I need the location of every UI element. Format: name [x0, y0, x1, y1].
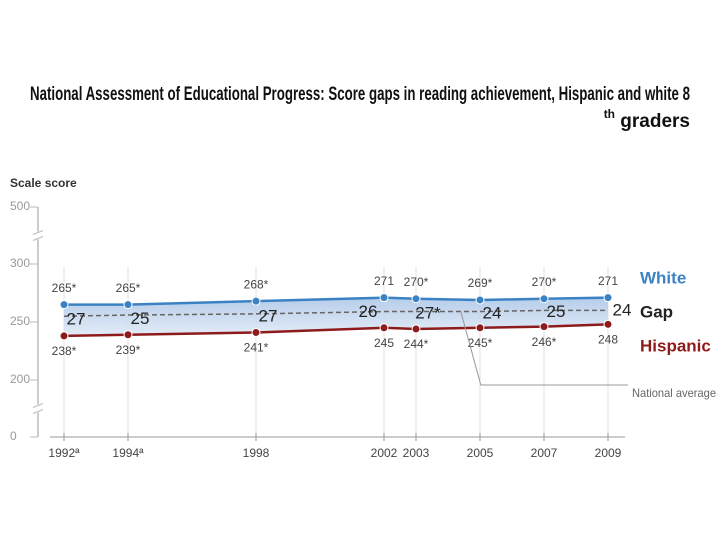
data-point — [603, 293, 613, 303]
y-tick-label: 300 — [10, 256, 30, 270]
y-axis-label: Scale score — [10, 176, 77, 190]
legend-label: White — [640, 268, 686, 287]
data-point — [379, 293, 389, 303]
title-end: graders — [615, 111, 690, 132]
x-tick-label: 1998 — [243, 446, 270, 460]
axis-break — [32, 403, 44, 408]
data-point — [123, 300, 133, 310]
x-tick-label: 2005 — [467, 446, 494, 460]
data-label: 248 — [598, 332, 618, 346]
data-point — [59, 300, 69, 310]
data-label: 245* — [468, 336, 493, 350]
axis-break — [32, 409, 44, 414]
y-tick-label: 250 — [10, 314, 30, 328]
axis-break — [33, 231, 43, 240]
y-tick-label: 0 — [10, 429, 17, 443]
data-point — [603, 319, 613, 329]
gap-label: 24 — [613, 300, 632, 319]
gap-label: 27 — [67, 310, 86, 329]
callout-line — [460, 311, 628, 386]
y-tick-label: 200 — [10, 372, 30, 386]
data-point — [539, 294, 549, 304]
axis-break — [32, 236, 44, 241]
gap-label: 27 — [259, 306, 278, 325]
x-tick-label: 2007 — [531, 446, 558, 460]
data-point — [59, 331, 69, 341]
data-label: 269* — [468, 276, 493, 290]
gap-label: 26 — [359, 302, 378, 321]
data-point — [539, 322, 549, 332]
title-superscript: th — [604, 107, 615, 121]
chart-title: National Assessment of Educational Progr… — [30, 84, 690, 105]
series-line — [64, 296, 609, 306]
data-label: 271 — [374, 274, 394, 288]
x-tick-label: 2003 — [403, 446, 430, 460]
data-label: 271 — [598, 274, 618, 288]
gap-label: 25 — [547, 302, 566, 321]
data-label: 268* — [244, 277, 269, 291]
gap-label: 25 — [131, 309, 150, 328]
data-point — [123, 330, 133, 340]
data-label: 241* — [244, 341, 269, 355]
data-label: 270* — [404, 275, 429, 289]
data-label: 238* — [52, 344, 77, 358]
data-label: 246* — [532, 335, 557, 349]
data-label: 245 — [374, 336, 394, 350]
data-point — [475, 295, 485, 305]
data-point — [411, 294, 421, 304]
axis-break — [32, 230, 44, 235]
series-line — [63, 323, 609, 338]
legend-label: Gap — [640, 302, 673, 321]
data-point — [411, 324, 421, 334]
data-label: 270* — [532, 275, 557, 289]
chart-title: th graders — [604, 107, 690, 132]
data-point — [251, 296, 261, 306]
y-tick-label: 500 — [10, 199, 30, 213]
data-point — [251, 327, 261, 337]
x-tick-label: 2009 — [595, 446, 622, 460]
legend-label: National average — [632, 386, 716, 400]
axis-break — [33, 404, 43, 413]
data-point — [475, 323, 485, 333]
gap-label: 24 — [483, 303, 502, 322]
data-label: 265* — [116, 281, 141, 295]
data-point — [379, 323, 389, 333]
data-label: 265* — [52, 281, 77, 295]
gap-label: 27* — [415, 303, 441, 322]
x-tick-label: 2002 — [371, 446, 398, 460]
legend-label: Hispanic — [640, 336, 711, 355]
x-tick-label: 1992ª — [48, 446, 80, 460]
x-tick-label: 1994ª — [112, 446, 144, 460]
series-line — [63, 309, 608, 317]
gap-band — [64, 297, 608, 336]
data-label: 239* — [116, 343, 141, 357]
data-label: 244* — [404, 337, 429, 351]
